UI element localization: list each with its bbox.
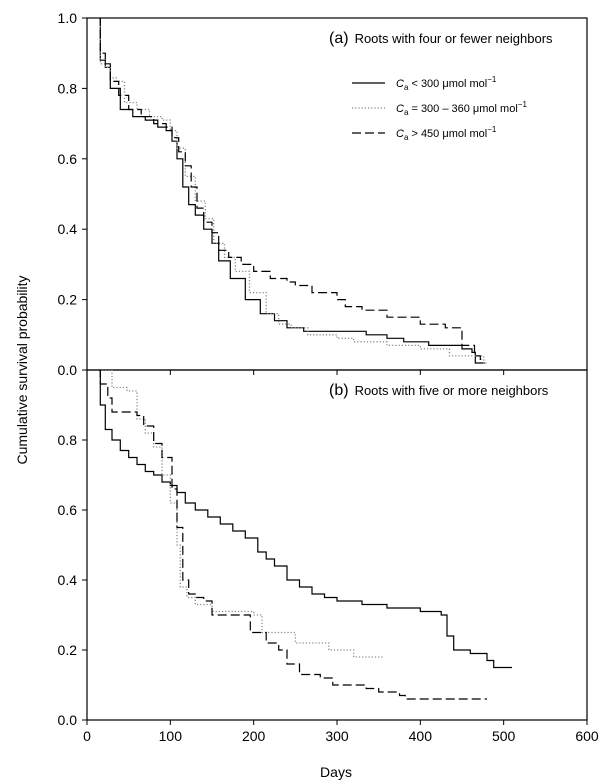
series-solid [98, 18, 486, 364]
y-tick-label: 0.2 [58, 292, 78, 308]
legend-sup: −1 [487, 75, 497, 84]
legend-prefix: C [396, 103, 404, 115]
y-tick-label: 0.0 [58, 362, 78, 378]
legend-prefix: C [396, 78, 404, 90]
x-tick-label: 600 [575, 728, 599, 744]
panel-title: (a) Roots with four or fewer neighbors [329, 30, 553, 47]
panel-frame [86, 17, 588, 371]
y-tick-label: 0.6 [58, 151, 78, 167]
y-tick-label: 0.8 [58, 80, 78, 96]
legend-prefix: C [396, 128, 404, 140]
panel-a: 0.0 0.2 0.4 0.6 0.8 1.0 (a) Roots with four or … [58, 10, 588, 378]
y-axis-title: Cumulative survival probability [14, 275, 30, 464]
series-dashed [98, 370, 487, 700]
legend-sub: a [404, 83, 409, 92]
panel-title-text: Roots with four or fewer neighbors [355, 31, 553, 46]
legend-text: = 300 – 360 μmol mol [408, 103, 517, 115]
legend-text: < 300 μmol mol [408, 78, 487, 90]
x-tick-label: 200 [242, 728, 266, 744]
x-tick-label: 400 [409, 728, 433, 744]
legend-label: Ca > 450 μmol mol−1 [396, 125, 497, 142]
legend-sub: a [404, 108, 409, 117]
x-tick-label: 500 [492, 728, 516, 744]
panel-b: 0.0 0.2 0.4 0.6 0.8 0 100 200 300 400 500 600 (b) Roo… [58, 369, 599, 744]
series-solid [98, 370, 512, 669]
x-tick-label: 300 [325, 728, 349, 744]
panel-title: (b) Roots with five or more neighbors [329, 382, 549, 399]
panel-letter: (a) [329, 30, 349, 47]
series-dotted [98, 18, 487, 364]
series-dashed [98, 18, 486, 360]
legend-label: Ca = 300 – 360 μmol mol−1 [396, 100, 527, 117]
legend-sup: −1 [518, 100, 528, 109]
x-tick-label: 100 [159, 728, 183, 744]
y-tick-label: 0.2 [58, 642, 78, 658]
legend-text: > 450 μmol mol [408, 128, 487, 140]
series-dotted [98, 370, 383, 658]
x-tick-label: 0 [83, 728, 91, 744]
y-tick-label: 0.4 [58, 221, 78, 237]
y-tick-label: 1.0 [58, 10, 78, 26]
x-axis-title: Days [320, 764, 352, 780]
y-tick-label: 0.6 [58, 502, 78, 518]
legend-sup: −1 [487, 125, 497, 134]
legend-sub: a [404, 133, 409, 142]
y-tick-label: 0.0 [58, 712, 78, 728]
y-tick-label: 0.8 [58, 432, 78, 448]
panel-title-text: Roots with five or more neighbors [355, 383, 549, 398]
legend: Ca < 300 μmol mol−1Ca = 300 – 360 μmol m… [352, 75, 527, 142]
legend-label: Ca < 300 μmol mol−1 [396, 75, 497, 92]
y-tick-label: 0.4 [58, 572, 78, 588]
panel-letter: (b) [329, 382, 349, 399]
